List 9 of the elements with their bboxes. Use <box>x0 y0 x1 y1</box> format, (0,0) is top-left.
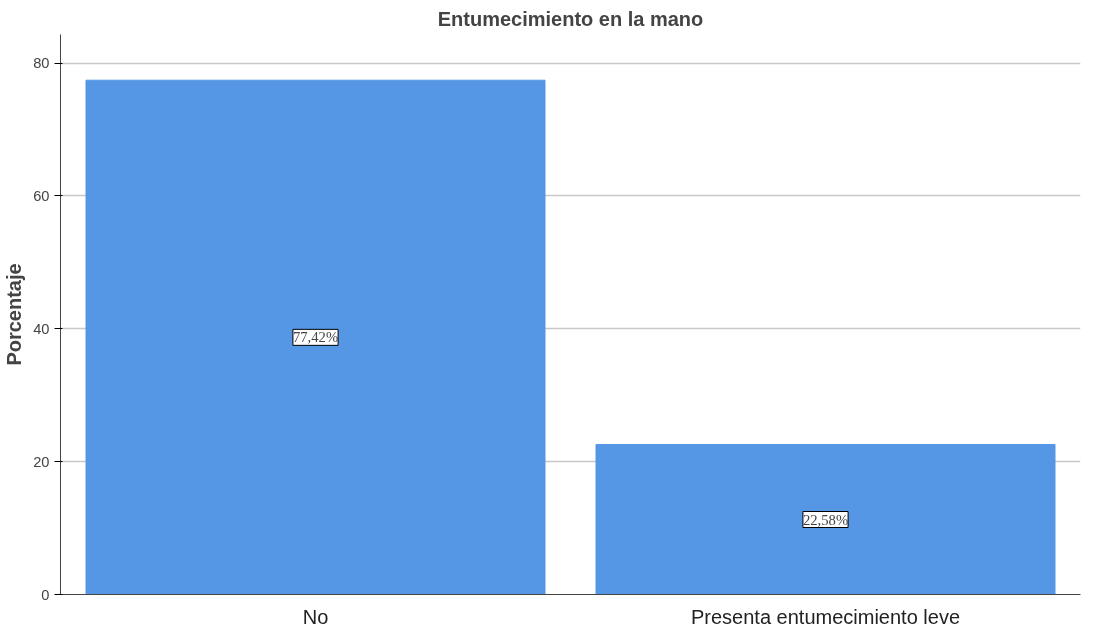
x-tick-label: Presenta entumecimiento leve <box>690 605 961 628</box>
y-axis-title: Porcentaje <box>3 263 26 366</box>
y-tick-label: 80 <box>33 55 50 72</box>
y-tick-label: 20 <box>33 453 50 470</box>
chart-title: Entumecimiento en la mano <box>437 7 704 30</box>
y-tick-label: 60 <box>33 187 50 204</box>
x-tick-label: No <box>302 605 329 628</box>
y-tick-label: 40 <box>33 320 50 337</box>
y-tick-label: 0 <box>41 586 50 603</box>
